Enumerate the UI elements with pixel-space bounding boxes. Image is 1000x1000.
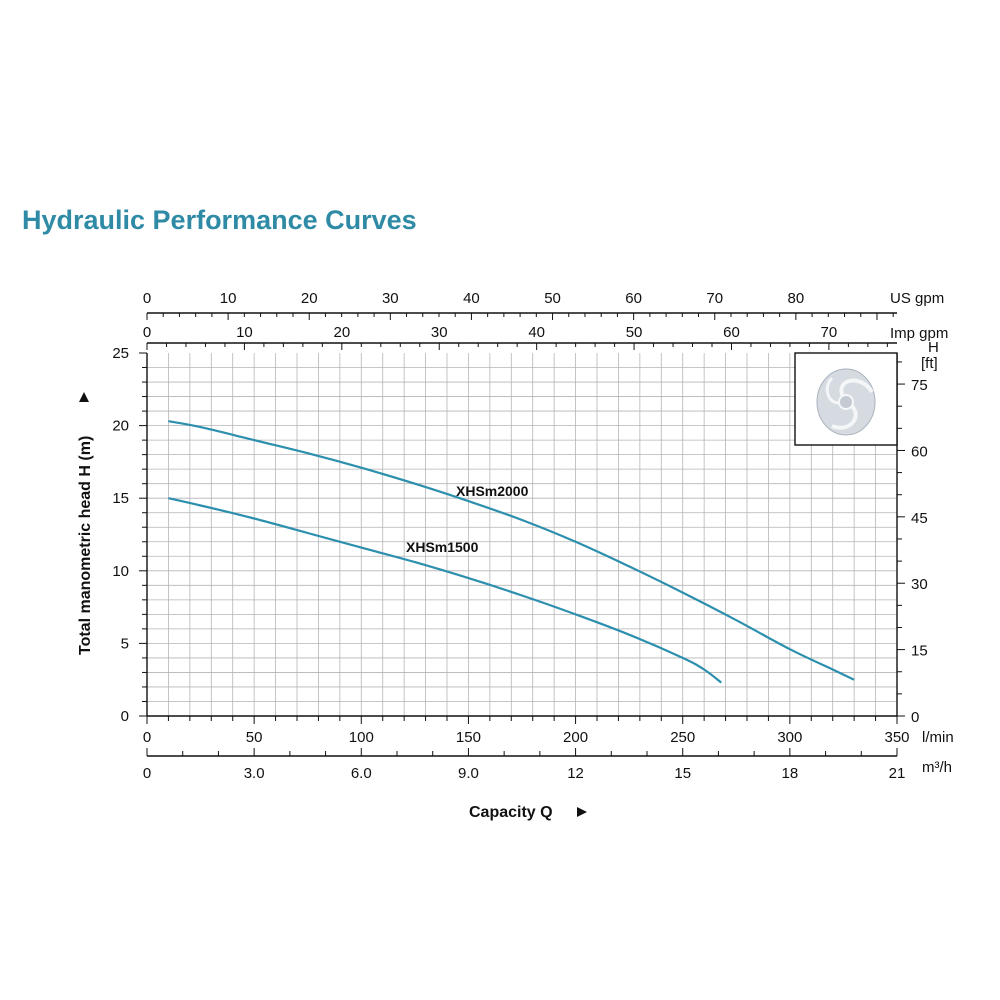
us-gpm-tick-label: 70	[706, 290, 723, 307]
us-gpm-tick-label: 30	[382, 290, 399, 307]
us-gpm-tick-label: 40	[463, 290, 480, 307]
x-tick-label: 300	[777, 729, 802, 746]
imp-gpm-unit: Imp gpm	[890, 325, 948, 342]
lmin-unit: l/min	[922, 729, 954, 746]
ft-tick-label: 75	[911, 377, 928, 394]
plot-frame	[139, 312, 905, 757]
x-tick-label: 150	[456, 729, 481, 746]
imp-gpm-tick-label: 50	[626, 324, 643, 341]
us-gpm-tick-label: 50	[544, 290, 561, 307]
m3h-tick-label: 18	[782, 765, 799, 782]
series-label-xhsm2000: XHSm2000	[456, 483, 529, 499]
curve-xhsm1500	[168, 497, 722, 684]
imp-gpm-tick-label: 30	[431, 324, 448, 341]
imp-gpm-tick-label: 40	[528, 324, 545, 341]
y-tick-label: 25	[112, 345, 129, 362]
imp-gpm-tick-label: 0	[143, 324, 151, 341]
y-tick-label: 10	[112, 563, 129, 580]
x-tick-label: 250	[670, 729, 695, 746]
y-axis-title: Total manometric head H (m)	[77, 436, 94, 655]
ft-tick-label: 30	[911, 576, 928, 593]
curves	[168, 420, 855, 684]
x-tick-label: 50	[246, 729, 263, 746]
m3h-tick-label: 6.0	[351, 765, 372, 782]
x-tick-label: 100	[349, 729, 374, 746]
ft-tick-label: 15	[911, 643, 928, 660]
m3h-unit: m³/h	[922, 759, 952, 776]
m3h-tick-label: 9.0	[458, 765, 479, 782]
ft-tick-label: 0	[911, 709, 919, 726]
x-tick-label: 350	[884, 729, 909, 746]
y-tick-label: 5	[121, 635, 129, 652]
m3h-tick-label: 12	[567, 765, 584, 782]
x-tick-label: 0	[143, 729, 151, 746]
us-gpm-tick-label: 10	[220, 290, 237, 307]
page-title: Hydraulic Performance Curves	[22, 205, 417, 235]
m3h-tick-label: 3.0	[244, 765, 265, 782]
imp-gpm-tick-label: 10	[236, 324, 253, 341]
x-axis-arrow-icon	[577, 807, 587, 817]
open-impeller-icon	[816, 368, 876, 436]
series-label-xhsm1500: XHSm1500	[406, 539, 479, 555]
impeller-inset	[794, 352, 898, 446]
imp-gpm-tick-label: 20	[333, 324, 350, 341]
head-ft-unit-h: H	[928, 339, 939, 356]
head-ft-unit-ft: [ft]	[921, 355, 938, 372]
y-tick-label: 20	[112, 418, 129, 435]
us-gpm-tick-label: 0	[143, 290, 151, 307]
us-gpm-unit: US gpm	[890, 290, 944, 307]
ft-tick-label: 60	[911, 443, 928, 460]
us-gpm-tick-label: 20	[301, 290, 318, 307]
grid	[147, 353, 897, 716]
y-axis-arrow-icon	[79, 392, 89, 402]
curve-xhsm2000	[168, 420, 855, 681]
y-tick-label: 15	[112, 490, 129, 507]
imp-gpm-tick-label: 60	[723, 324, 740, 341]
x-tick-label: 200	[563, 729, 588, 746]
us-gpm-tick-label: 60	[625, 290, 642, 307]
y-tick-label: 0	[121, 708, 129, 725]
x-axis-title: Capacity Q	[469, 804, 553, 821]
us-gpm-tick-label: 80	[788, 290, 805, 307]
imp-gpm-tick-label: 70	[821, 324, 838, 341]
m3h-tick-label: 21	[889, 765, 906, 782]
ft-tick-label: 45	[911, 510, 928, 527]
m3h-tick-label: 15	[674, 765, 691, 782]
m3h-tick-label: 0	[143, 765, 151, 782]
